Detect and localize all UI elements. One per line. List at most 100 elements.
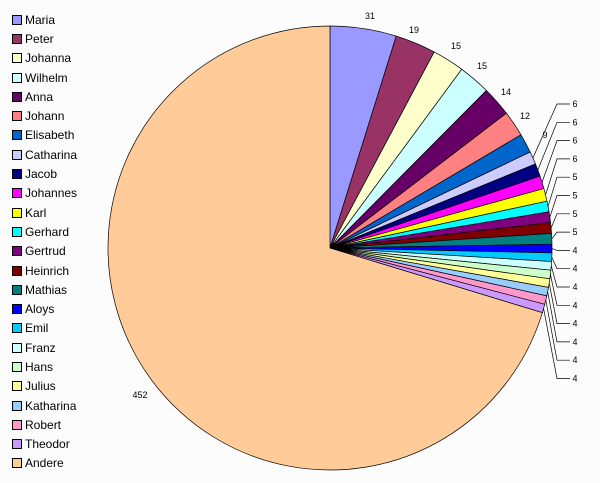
data-label: 4 — [572, 264, 577, 274]
data-label: 15 — [451, 41, 461, 51]
legend-swatch — [12, 149, 22, 160]
legend-swatch — [12, 53, 22, 64]
legend-item: Katharina — [12, 396, 77, 415]
legend-label: Johannes — [25, 186, 78, 201]
leader-line — [537, 121, 570, 171]
legend-swatch — [12, 72, 22, 83]
legend-swatch — [12, 400, 22, 411]
legend-label: Theodor — [25, 437, 70, 452]
data-label: 6 — [572, 154, 577, 164]
legend-item: Mathias — [12, 280, 77, 299]
legend-item: Aloys — [12, 299, 77, 318]
data-label: 4 — [572, 355, 577, 365]
legend-swatch — [12, 342, 22, 353]
legend-label: Andere — [25, 456, 64, 471]
legend-swatch — [12, 226, 22, 237]
legend-item: Johanna — [12, 49, 77, 68]
legend-item: Robert — [12, 415, 77, 434]
legend-swatch — [12, 14, 22, 25]
legend-label: Heinrich — [25, 263, 70, 278]
legend-swatch — [12, 439, 22, 450]
data-label: 4 — [572, 374, 577, 384]
data-label: 5 — [572, 191, 577, 201]
legend-swatch — [12, 111, 22, 122]
data-label: 4 — [572, 300, 577, 310]
leader-line — [543, 308, 570, 379]
legend-item: Elisabeth — [12, 126, 77, 145]
leader-line — [547, 176, 570, 207]
legend-item: Catharina — [12, 145, 77, 164]
legend-swatch — [12, 130, 22, 141]
data-label: 4 — [572, 337, 577, 347]
legend-label: Elisabeth — [25, 128, 75, 143]
legend-swatch — [12, 419, 22, 430]
legend-item: Anna — [12, 87, 77, 106]
legend-item: Franz — [12, 338, 77, 357]
legend-label: Peter — [25, 31, 54, 46]
data-label: 4 — [572, 319, 577, 329]
data-label: 14 — [501, 87, 511, 97]
legend-label: Mathias — [25, 282, 68, 297]
legend-label: Karl — [25, 205, 47, 220]
legend-label: Robert — [25, 417, 62, 432]
data-label: 4 — [572, 282, 577, 292]
leader-line — [545, 158, 570, 195]
legend-label: Franz — [25, 340, 56, 355]
leader-line — [550, 213, 570, 229]
data-label: 4 — [572, 245, 577, 255]
data-label: 6 — [572, 117, 577, 127]
data-label: 5 — [572, 227, 577, 237]
legend-item: Andere — [12, 454, 77, 473]
leader-line — [548, 283, 570, 324]
legend-label: Anna — [25, 89, 54, 104]
legend-swatch — [12, 284, 22, 295]
data-label: 6 — [572, 136, 577, 146]
data-label: 19 — [409, 25, 419, 35]
legend-swatch — [12, 304, 22, 315]
legend-item: Julius — [12, 377, 77, 396]
legend-label: Julius — [25, 379, 56, 394]
leader-line — [551, 257, 570, 270]
data-label: 31 — [365, 11, 375, 21]
legend-item: Gerhard — [12, 222, 77, 241]
legend-label: Maria — [25, 12, 56, 27]
legend-label: Hans — [25, 359, 54, 374]
legend-item: Johannes — [12, 184, 77, 203]
leader-line — [550, 274, 570, 306]
legend-swatch — [12, 188, 22, 199]
legend-swatch — [12, 361, 22, 372]
data-label: 9 — [542, 130, 547, 140]
leader-line — [551, 231, 570, 239]
legend-item: Gertrud — [12, 242, 77, 261]
legend-item: Hans — [12, 357, 77, 376]
legend-label: Johann — [25, 109, 65, 124]
legend-swatch — [12, 381, 22, 392]
legend-label: Gerhard — [25, 224, 70, 239]
leader-line — [547, 291, 570, 343]
leader-line — [532, 103, 570, 159]
legend: Maria Peter Johanna Wilhelm Anna Johann Elisab… — [12, 10, 77, 473]
legend-label: Gertrud — [25, 244, 66, 259]
data-label: 12 — [520, 111, 530, 121]
leader-line — [541, 140, 570, 183]
legend-label: Emil — [25, 321, 49, 336]
legend-swatch — [12, 265, 22, 276]
legend-label: Johanna — [25, 51, 72, 66]
data-label: 452 — [132, 390, 147, 400]
leader-line — [545, 300, 570, 361]
legend-item: Maria — [12, 10, 77, 29]
legend-item: Karl — [12, 203, 77, 222]
legend-label: Aloys — [25, 302, 55, 317]
data-label: 15 — [477, 61, 487, 71]
leader-line — [549, 195, 570, 218]
legend-swatch — [12, 458, 22, 469]
legend-swatch — [12, 323, 22, 334]
leader-line — [550, 265, 570, 288]
legend-label: Katharina — [25, 398, 77, 413]
data-label: 5 — [572, 172, 577, 182]
legend-item: Emil — [12, 319, 77, 338]
data-label: 5 — [572, 209, 577, 219]
legend-label: Jacob — [25, 167, 58, 182]
